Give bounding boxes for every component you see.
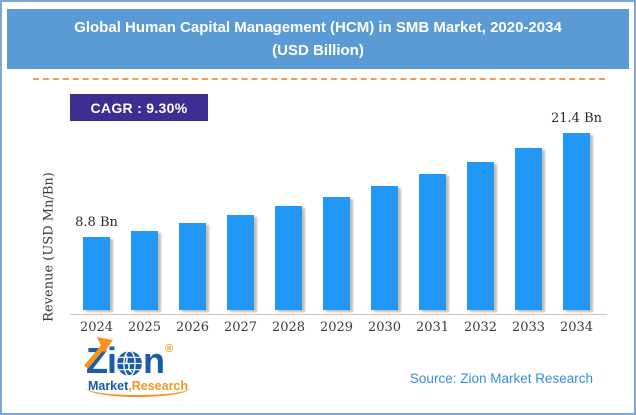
- logo-letter-i: i: [107, 340, 117, 381]
- plot-area: 8.8 Bn 21.4 Bn: [75, 111, 602, 310]
- bar-2027: [227, 215, 254, 310]
- bar-2031: [419, 174, 446, 310]
- source-text: Source: Zion Market Research: [409, 371, 593, 386]
- logo-letter-z: Z: [84, 337, 113, 379]
- zion-logo-subtext: Market,Research: [86, 379, 190, 398]
- bar-2028: [275, 206, 302, 310]
- bar-2033: [515, 148, 542, 310]
- zion-logo-wordmark: Z i n ®: [84, 337, 196, 381]
- logo-research-text: Research: [131, 379, 189, 394]
- x-tick-label-2027: 2027: [223, 320, 258, 335]
- x-tick-label-2028: 2028: [271, 320, 306, 335]
- x-tick-label-2026: 2026: [175, 320, 210, 335]
- x-tick-label-2025: 2025: [127, 320, 162, 335]
- bar-2025: [131, 231, 158, 310]
- globe-icon: [117, 350, 142, 377]
- cagr-value: CAGR : 9.30%: [90, 99, 188, 116]
- x-tick-label-2024: 2024: [79, 320, 114, 335]
- x-axis-line: [70, 314, 607, 315]
- logo-comma: ,: [128, 379, 132, 394]
- bar-2034: [563, 133, 590, 310]
- x-tick-label-2031: 2031: [415, 320, 450, 335]
- bar-2032: [467, 162, 494, 310]
- x-axis-labels: 2024 2025 2026 2027 2028 2029 2030 2031 2032 2033…: [79, 320, 594, 336]
- bar-value-label: 21.4 Bn: [550, 111, 603, 126]
- cagr-badge: CAGR : 9.30%: [70, 94, 208, 121]
- chart-title-line1: Global Human Capital Management (HCM) in…: [74, 18, 562, 36]
- bar-2024: [83, 237, 110, 310]
- x-tick-label-2032: 2032: [463, 320, 498, 335]
- zion-logo: Z i n ® Market,Research: [84, 337, 196, 398]
- y-axis-label: Revenue (USD Mn/Bn): [41, 172, 57, 322]
- x-tick-label-2029: 2029: [319, 320, 354, 335]
- logo-letter-n: n: [143, 340, 165, 381]
- bar-2030: [371, 186, 398, 310]
- registered-mark: ®: [165, 343, 173, 355]
- x-tick-label-2030: 2030: [367, 320, 402, 335]
- dashed-separator: [33, 78, 605, 80]
- bar-2029: [323, 197, 350, 310]
- chart-title-bar: Global Human Capital Management (HCM) in…: [7, 9, 629, 69]
- x-tick-label-2033: 2033: [511, 320, 546, 335]
- bar-value-label: 8.8 Bn: [75, 215, 118, 230]
- bar-2026: [179, 223, 206, 310]
- x-tick-label-2034: 2034: [559, 320, 594, 335]
- chart-title-line2: (USD Billion): [272, 42, 364, 59]
- logo-market-text: Market: [87, 379, 129, 394]
